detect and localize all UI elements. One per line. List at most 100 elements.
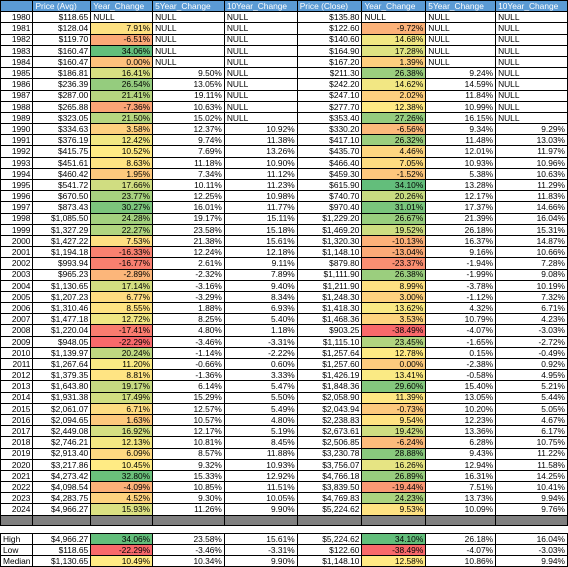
- year-change-avg-cell[interactable]: 16.41%: [90, 67, 154, 80]
- year-change-avg-cell[interactable]: -2.89%: [90, 268, 154, 281]
- year-change-close-cell[interactable]: 19.52%: [361, 223, 427, 236]
- price-close-cell[interactable]: $740.70: [296, 190, 363, 203]
- row-year[interactable]: 1994: [0, 167, 34, 181]
- 5year-change-avg-cell[interactable]: -3.46%: [152, 335, 225, 348]
- year-change-close-cell[interactable]: -38.49%: [361, 324, 427, 337]
- 5year-change-avg-cell[interactable]: NULL: [152, 55, 225, 69]
- year-change-close-cell[interactable]: 34.10%: [361, 178, 427, 192]
- year-change-avg-cell[interactable]: 10.52%: [90, 145, 154, 158]
- year-change-close-cell[interactable]: 20.26%: [361, 190, 427, 203]
- 5year-change-close-cell[interactable]: 12.94%: [425, 458, 497, 471]
- row-year[interactable]: 1991: [0, 134, 34, 147]
- row-year[interactable]: 1987: [0, 89, 34, 102]
- price-avg-cell[interactable]: $2,061.07: [32, 402, 92, 415]
- 10year-change-avg-cell[interactable]: NULL: [223, 55, 298, 69]
- summary-5year-change-close[interactable]: 26.18%: [425, 532, 497, 545]
- price-close-cell[interactable]: $1,115.10: [296, 335, 363, 348]
- 5year-change-avg-cell[interactable]: 9.50%: [152, 67, 225, 80]
- 5year-change-avg-cell[interactable]: 10.85%: [152, 481, 225, 494]
- price-close-cell[interactable]: $1,257.60: [296, 357, 363, 371]
- 10year-change-close-cell[interactable]: NULL: [495, 78, 568, 91]
- 5year-change-avg-cell[interactable]: 11.26%: [152, 503, 225, 516]
- year-change-avg-cell[interactable]: 4.52%: [90, 492, 154, 505]
- 5year-change-close-cell[interactable]: 7.51%: [425, 481, 497, 494]
- summary-year-change-avg[interactable]: 10.49%: [90, 554, 154, 567]
- summary-price-avg[interactable]: $1,130.65: [32, 554, 92, 567]
- row-year[interactable]: 2003: [0, 268, 34, 281]
- 10year-change-close-cell[interactable]: 10.66%: [495, 246, 568, 259]
- price-close-cell[interactable]: $2,238.83: [296, 413, 363, 427]
- year-change-avg-cell[interactable]: 8.81%: [90, 369, 154, 382]
- 5year-change-avg-cell[interactable]: 8.25%: [152, 313, 225, 326]
- 10year-change-avg-cell[interactable]: NULL: [223, 44, 298, 57]
- year-change-avg-cell[interactable]: NULL: [90, 11, 154, 24]
- row-year[interactable]: 2023: [0, 492, 34, 505]
- header-5year-change-avg[interactable]: 5Year_Change: [152, 0, 225, 13]
- 10year-change-close-cell[interactable]: 7.32%: [495, 290, 568, 304]
- 10year-change-avg-cell[interactable]: 12.92%: [223, 469, 298, 483]
- 10year-change-close-cell[interactable]: 10.96%: [495, 156, 568, 169]
- 5year-change-avg-cell[interactable]: 15.33%: [152, 469, 225, 483]
- 5year-change-close-cell[interactable]: -1.12%: [425, 290, 497, 304]
- price-close-cell[interactable]: $1,257.64: [296, 346, 363, 360]
- 5year-change-avg-cell[interactable]: 12.24%: [152, 246, 225, 259]
- 5year-change-avg-cell[interactable]: 16.01%: [152, 201, 225, 214]
- 5year-change-avg-cell[interactable]: -3.16%: [152, 279, 225, 292]
- year-change-close-cell[interactable]: 13.41%: [361, 369, 427, 382]
- 10year-change-close-cell[interactable]: NULL: [495, 111, 568, 125]
- year-change-close-cell[interactable]: 27.26%: [361, 111, 427, 125]
- 10year-change-avg-cell[interactable]: 4.80%: [223, 413, 298, 427]
- row-year[interactable]: 2012: [0, 369, 34, 382]
- price-avg-cell[interactable]: $1,130.65: [32, 279, 92, 292]
- year-change-close-cell[interactable]: 26.67%: [361, 212, 427, 225]
- header-price-close[interactable]: Price (Close): [296, 0, 363, 13]
- row-year[interactable]: 2014: [0, 391, 34, 404]
- price-avg-cell[interactable]: $670.50: [32, 190, 92, 203]
- price-close-cell[interactable]: $3,230.78: [296, 447, 363, 460]
- year-change-close-cell[interactable]: NULL: [361, 11, 427, 24]
- price-close-cell[interactable]: $353.40: [296, 111, 363, 125]
- 10year-change-avg-cell[interactable]: 0.60%: [223, 357, 298, 371]
- year-change-close-cell[interactable]: 23.45%: [361, 335, 427, 348]
- summary-label[interactable]: High: [0, 532, 34, 545]
- price-avg-cell[interactable]: $460.42: [32, 167, 92, 181]
- price-close-cell[interactable]: $135.80: [296, 11, 363, 24]
- 10year-change-avg-cell[interactable]: 11.23%: [223, 178, 298, 192]
- 5year-change-close-cell[interactable]: 4.32%: [425, 302, 497, 315]
- price-avg-cell[interactable]: $265.88: [32, 100, 92, 113]
- 5year-change-close-cell[interactable]: -0.58%: [425, 369, 497, 382]
- price-avg-cell[interactable]: $4,966.27: [32, 503, 92, 516]
- row-year[interactable]: 2019: [0, 447, 34, 460]
- summary-year-change-close[interactable]: 12.58%: [361, 554, 427, 567]
- 5year-change-close-cell[interactable]: 9.16%: [425, 246, 497, 259]
- 5year-change-avg-cell[interactable]: NULL: [152, 33, 225, 46]
- 5year-change-avg-cell[interactable]: 12.37%: [152, 123, 225, 136]
- price-avg-cell[interactable]: $1,427.22: [32, 234, 92, 248]
- year-change-avg-cell[interactable]: 34.06%: [90, 44, 154, 57]
- year-change-close-cell[interactable]: 26.38%: [361, 268, 427, 281]
- summary-10year-change-close[interactable]: -3.03%: [495, 543, 568, 557]
- 10year-change-avg-cell[interactable]: 12.18%: [223, 246, 298, 259]
- year-change-avg-cell[interactable]: 1.95%: [90, 167, 154, 181]
- price-close-cell[interactable]: $4,769.83: [296, 492, 363, 505]
- 10year-change-avg-cell[interactable]: NULL: [223, 100, 298, 113]
- 10year-change-close-cell[interactable]: 4.95%: [495, 369, 568, 382]
- summary-label[interactable]: Median: [0, 554, 34, 567]
- 10year-change-avg-cell[interactable]: 8.34%: [223, 290, 298, 304]
- 10year-change-close-cell[interactable]: NULL: [495, 33, 568, 46]
- 5year-change-close-cell[interactable]: 13.73%: [425, 492, 497, 505]
- year-change-close-cell[interactable]: 12.78%: [361, 346, 427, 360]
- row-year[interactable]: 2007: [0, 313, 34, 326]
- price-avg-cell[interactable]: $287.00: [32, 89, 92, 102]
- 5year-change-avg-cell[interactable]: 10.81%: [152, 436, 225, 449]
- row-year[interactable]: 1998: [0, 212, 34, 225]
- 10year-change-avg-cell[interactable]: 6.93%: [223, 302, 298, 315]
- price-close-cell[interactable]: $903.25: [296, 324, 363, 337]
- price-avg-cell[interactable]: $118.65: [32, 11, 92, 24]
- 5year-change-avg-cell[interactable]: 12.57%: [152, 402, 225, 415]
- 5year-change-close-cell[interactable]: 15.40%: [425, 380, 497, 393]
- 10year-change-avg-cell[interactable]: 9.40%: [223, 279, 298, 292]
- year-change-avg-cell[interactable]: 6.77%: [90, 290, 154, 304]
- year-change-avg-cell[interactable]: 21.41%: [90, 89, 154, 102]
- 10year-change-avg-cell[interactable]: NULL: [223, 22, 298, 35]
